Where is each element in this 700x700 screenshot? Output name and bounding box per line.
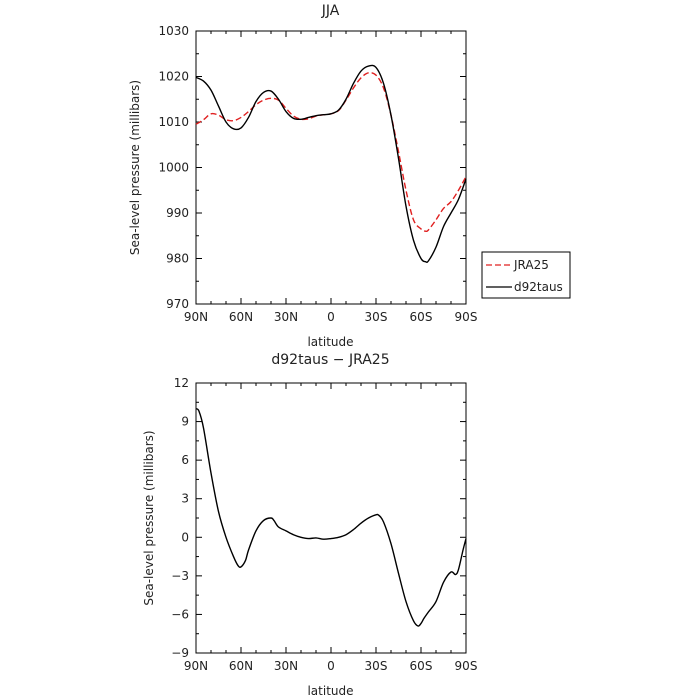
top-y-tick-label: 1000 [158, 161, 189, 175]
legend-label-d92taus: d92taus [514, 280, 563, 294]
bottom-y-tick-label: 9 [181, 415, 189, 429]
top-y-tick-label: 980 [166, 252, 189, 266]
bottom-x-tick-label: 60N [229, 659, 253, 673]
bottom-x-tick-label: 90N [184, 659, 208, 673]
top-y-tick-label: 970 [166, 297, 189, 311]
top-x-axis-label: latitude [307, 335, 353, 349]
bottom-x-tick-label: 0 [327, 659, 335, 673]
top-series-line-jra25 [195, 71, 467, 233]
bottom-chart: d92taus − JRA25 90N 60N 30N 0 30S 60S 90S −9 −6 −… [142, 352, 477, 698]
bottom-series-group [195, 408, 467, 627]
top-x-tick-label: 90S [455, 310, 478, 324]
bottom-y-tick-label: 3 [181, 492, 189, 506]
top-x-tick-label: 30S [365, 310, 388, 324]
top-y-tick-label: 1020 [158, 70, 189, 84]
bottom-axis-ticks: 90N 60N 30N 0 30S 60S 90S −9 −6 −3 0 3 6 9 12 [171, 376, 477, 673]
bottom-y-tick-label: −9 [171, 646, 189, 660]
top-x-tick-label: 90N [184, 310, 208, 324]
bottom-y-tick-label: 0 [181, 530, 189, 544]
bottom-x-tick-label: 30N [274, 659, 298, 673]
bottom-x-tick-label: 30S [365, 659, 388, 673]
top-y-tick-label: 990 [166, 206, 189, 220]
bottom-y-tick-label: −3 [171, 569, 189, 583]
legend-label-jra25: JRA25 [513, 258, 549, 272]
top-x-tick-label: 30N [274, 310, 298, 324]
bottom-y-tick-label: 6 [181, 453, 189, 467]
bottom-y-axis-label: Sea-level pressure (millibars) [142, 430, 156, 605]
bottom-y-tick-label: −6 [171, 607, 189, 621]
bottom-x-tick-label: 60S [410, 659, 433, 673]
bottom-chart-title: d92taus − JRA25 [271, 352, 389, 368]
legend-box [481, 251, 571, 299]
bottom-y-tick-label: 12 [174, 376, 189, 390]
top-series-group [195, 64, 467, 263]
top-chart-title: JJA [321, 3, 340, 19]
top-y-tick-label: 1030 [158, 24, 189, 38]
top-y-tick-label: 1010 [158, 115, 189, 129]
top-chart: JJA 90N 60N 30N 0 30S 60S 90S 970 980 990 1000 1010… [128, 3, 571, 349]
top-x-tick-label: 60N [229, 310, 253, 324]
top-y-axis-label: Sea-level pressure (millibars) [128, 80, 142, 255]
bottom-x-tick-label: 90S [455, 659, 478, 673]
top-x-tick-label: 0 [327, 310, 335, 324]
legend: JRA25 d92taus [481, 251, 571, 299]
bottom-x-axis-label: latitude [307, 684, 353, 698]
bottom-plot-frame [195, 382, 467, 654]
top-plot-frame [195, 30, 467, 305]
top-axis-ticks: 90N 60N 30N 0 30S 60S 90S 970 980 990 1000 1010 1020… [158, 24, 477, 324]
top-series-line-d92taus [195, 64, 467, 263]
bottom-series-line-difference [195, 408, 467, 627]
top-x-tick-label: 60S [410, 310, 433, 324]
